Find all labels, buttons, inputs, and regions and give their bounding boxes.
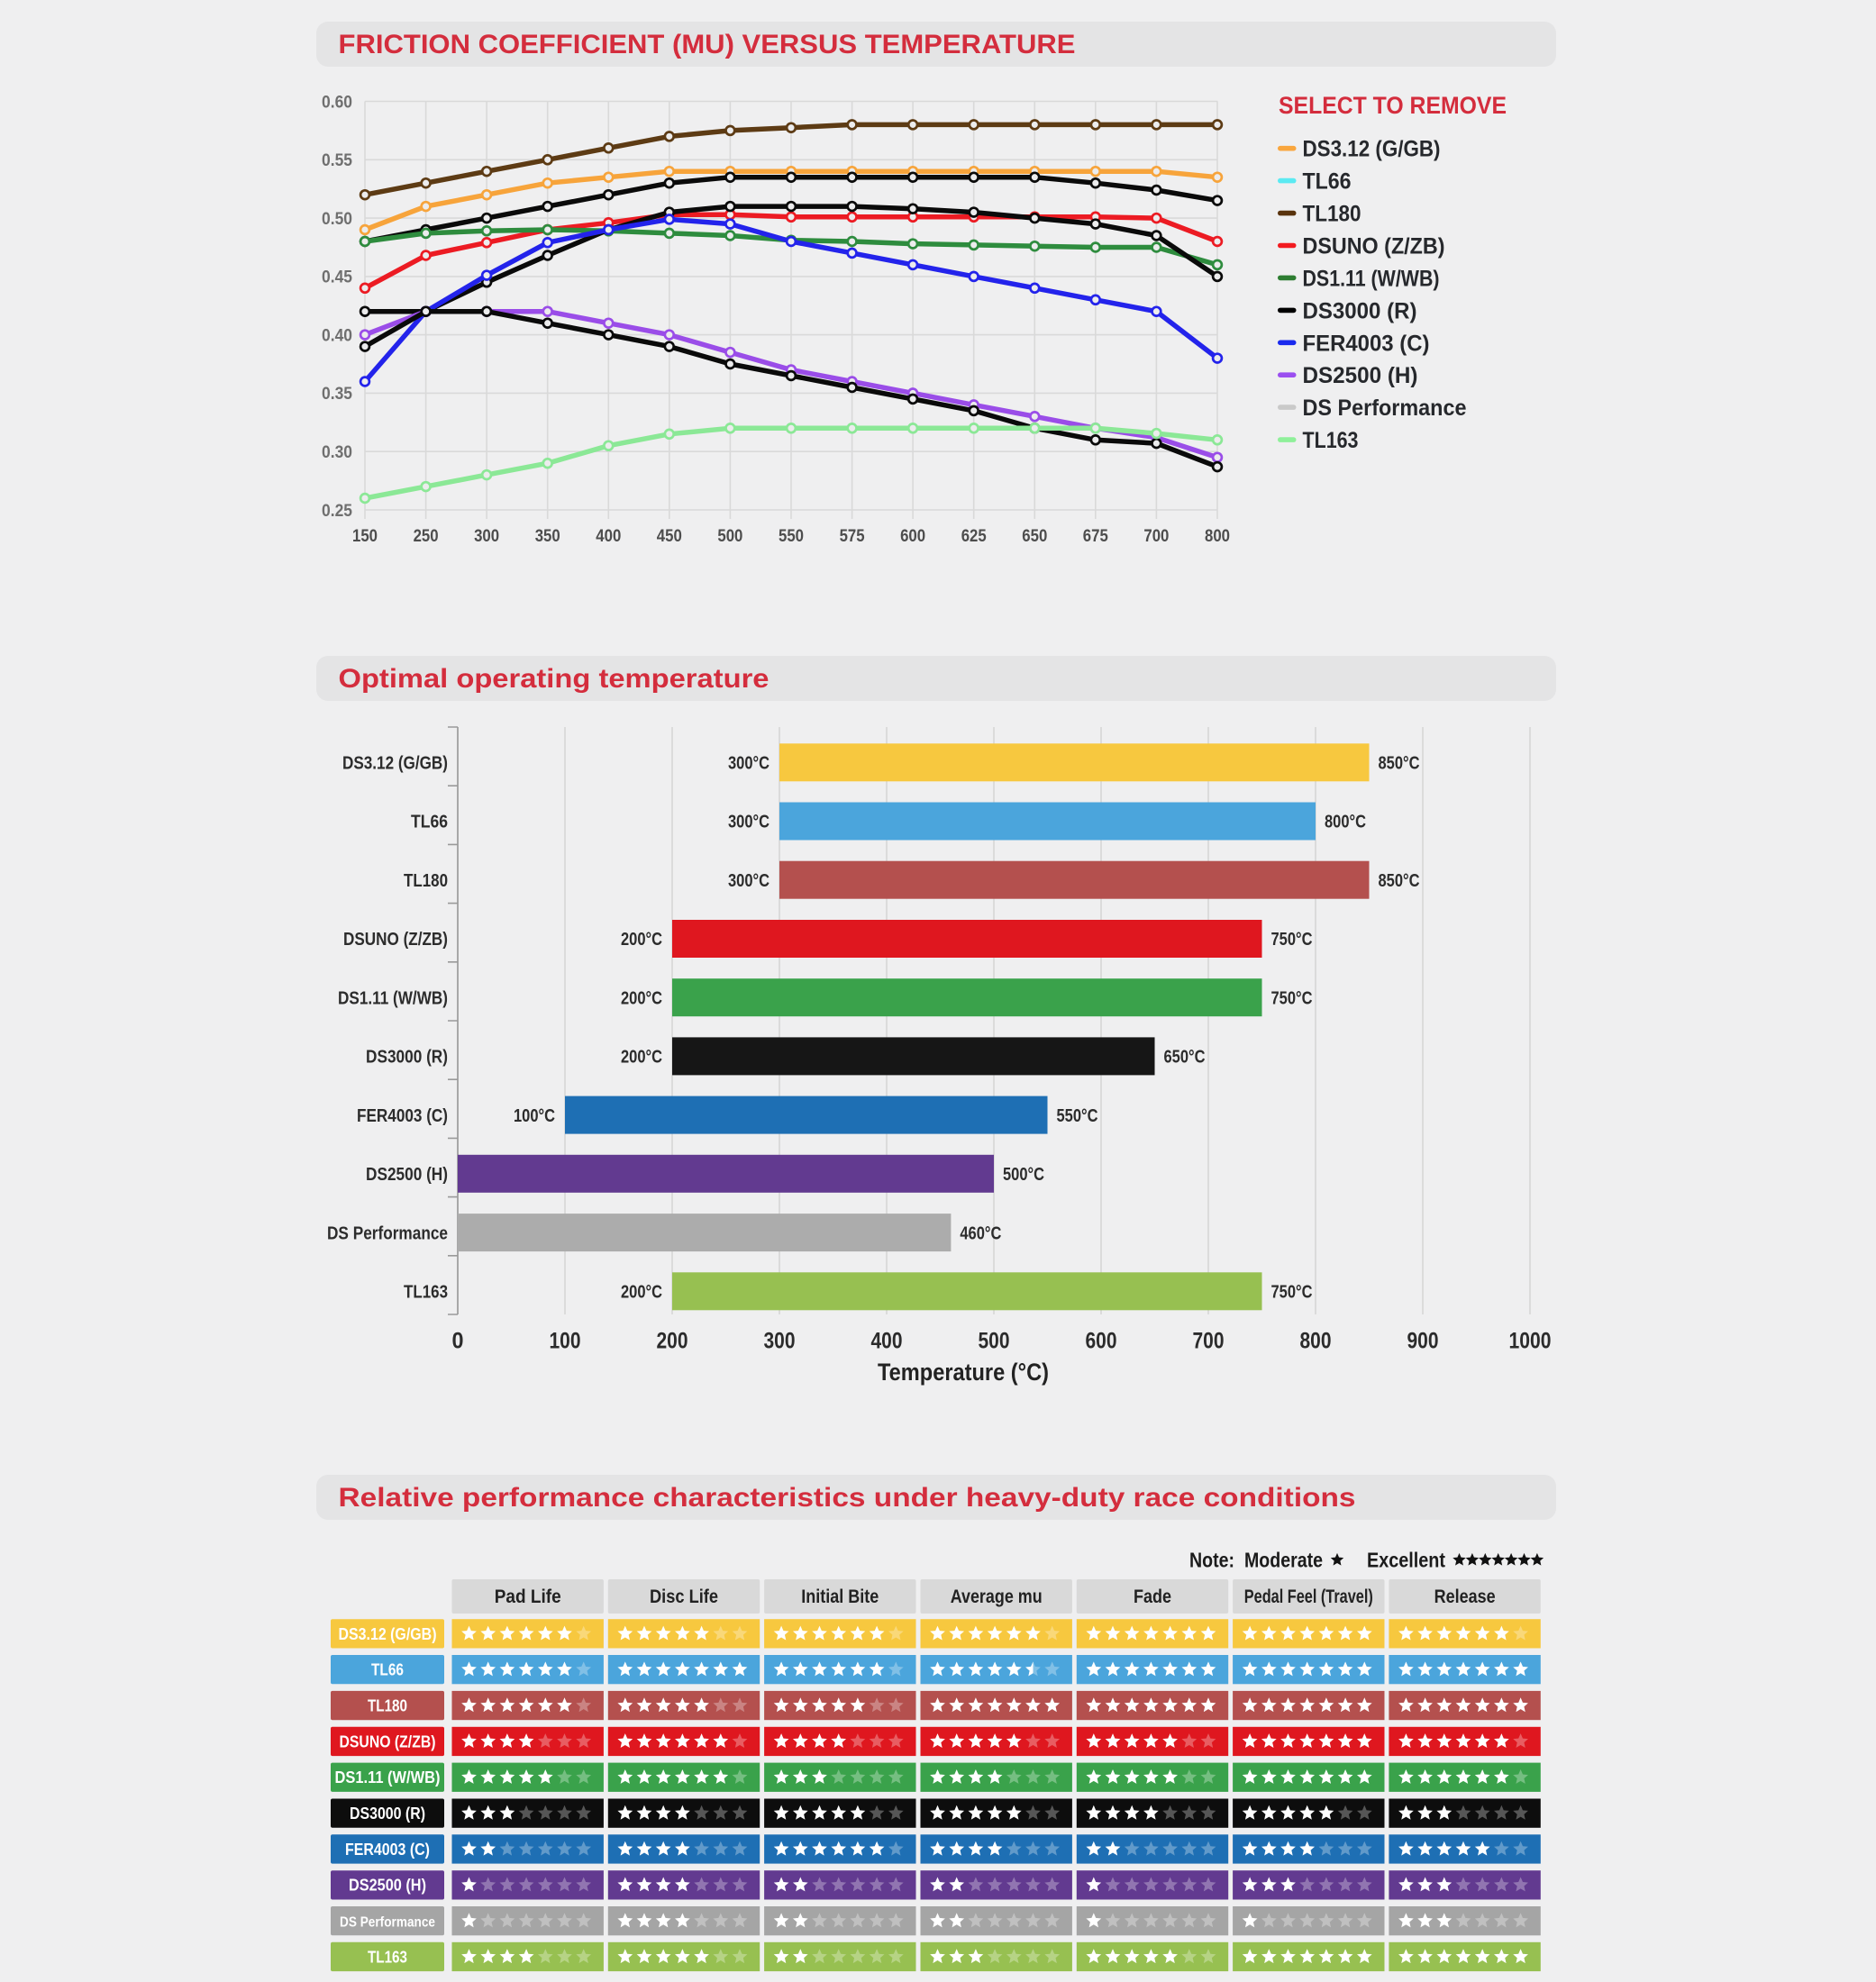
svg-text:100°C: 100°C xyxy=(514,1106,555,1126)
svg-text:TL66: TL66 xyxy=(371,1661,404,1679)
svg-text:Fade: Fade xyxy=(1134,1587,1171,1607)
svg-text:FER4003 (C): FER4003 (C) xyxy=(1303,331,1430,356)
svg-text:0.35: 0.35 xyxy=(322,385,352,404)
svg-text:Disc Life: Disc Life xyxy=(650,1587,718,1607)
svg-text:0.50: 0.50 xyxy=(322,210,352,229)
svg-text:TL163: TL163 xyxy=(368,1948,407,1966)
svg-text:750°C: 750°C xyxy=(1271,988,1313,1008)
svg-text:Excellent: Excellent xyxy=(1367,1549,1445,1572)
svg-text:800: 800 xyxy=(1205,527,1230,546)
svg-text:Average mu: Average mu xyxy=(951,1587,1043,1607)
svg-text:850°C: 850°C xyxy=(1379,754,1420,774)
svg-text:1000: 1000 xyxy=(1509,1329,1552,1354)
svg-text:0.60: 0.60 xyxy=(322,93,352,112)
svg-text:650°C: 650°C xyxy=(1164,1048,1206,1068)
svg-text:600: 600 xyxy=(900,527,925,546)
svg-text:Relative performance character: Relative performance characteristics und… xyxy=(339,1483,1356,1513)
svg-text:TL163: TL163 xyxy=(1303,428,1359,453)
svg-text:FRICTION COEFFICIENT (MU) VERS: FRICTION COEFFICIENT (MU) VERSUS TEMPERA… xyxy=(339,30,1076,59)
svg-text:200°C: 200°C xyxy=(621,1048,662,1068)
svg-text:DS3.12 (G/GB): DS3.12 (G/GB) xyxy=(339,1625,437,1643)
svg-text:400: 400 xyxy=(596,527,621,546)
svg-text:DS1.11 (W/WB): DS1.11 (W/WB) xyxy=(335,1768,441,1787)
svg-text:DS Performance: DS Performance xyxy=(340,1915,435,1931)
svg-text:DS3000 (R): DS3000 (R) xyxy=(1303,298,1417,323)
svg-text:Pedal Feel (Travel): Pedal Feel (Travel) xyxy=(1244,1587,1373,1607)
svg-text:900: 900 xyxy=(1407,1329,1439,1354)
svg-text:675: 675 xyxy=(1083,527,1108,546)
svg-text:Pad Life: Pad Life xyxy=(495,1587,561,1607)
svg-text:800°C: 800°C xyxy=(1325,813,1366,832)
svg-text:FER4003 (C): FER4003 (C) xyxy=(357,1106,448,1126)
svg-text:DS1.11 (W/WB): DS1.11 (W/WB) xyxy=(338,988,448,1008)
svg-text:FER4003 (C): FER4003 (C) xyxy=(345,1841,430,1859)
svg-text:DS3000 (R): DS3000 (R) xyxy=(366,1048,448,1068)
svg-text:TL180: TL180 xyxy=(404,871,448,891)
svg-text:DS Performance: DS Performance xyxy=(327,1223,448,1243)
svg-text:DS3.12 (G/GB): DS3.12 (G/GB) xyxy=(1303,137,1441,162)
svg-text:500: 500 xyxy=(717,527,742,546)
svg-text:200: 200 xyxy=(657,1329,688,1354)
svg-text:Note:: Note: xyxy=(1189,1549,1234,1572)
svg-text:100: 100 xyxy=(550,1329,581,1354)
svg-text:300: 300 xyxy=(764,1329,796,1354)
svg-text:750°C: 750°C xyxy=(1271,1283,1313,1303)
svg-text:300°C: 300°C xyxy=(728,871,770,891)
svg-text:DS3.12 (G/GB): DS3.12 (G/GB) xyxy=(342,754,448,774)
svg-text:750°C: 750°C xyxy=(1271,930,1313,950)
svg-text:200°C: 200°C xyxy=(621,1283,662,1303)
svg-text:Optimal operating temperature: Optimal operating temperature xyxy=(339,664,770,694)
svg-text:TL66: TL66 xyxy=(1303,169,1352,195)
svg-text:450: 450 xyxy=(657,527,682,546)
svg-text:0.25: 0.25 xyxy=(322,502,352,521)
svg-text:200°C: 200°C xyxy=(621,988,662,1008)
svg-text:500°C: 500°C xyxy=(1003,1165,1044,1185)
svg-text:TL163: TL163 xyxy=(404,1283,448,1303)
svg-text:800: 800 xyxy=(1300,1329,1332,1354)
svg-text:850°C: 850°C xyxy=(1379,871,1420,891)
svg-text:0.40: 0.40 xyxy=(322,326,352,345)
svg-text:300°C: 300°C xyxy=(728,813,770,832)
svg-text:650: 650 xyxy=(1022,527,1047,546)
svg-text:DS1.11 (W/WB): DS1.11 (W/WB) xyxy=(1303,266,1440,291)
svg-text:250: 250 xyxy=(414,527,439,546)
svg-text:DSUNO (Z/ZB): DSUNO (Z/ZB) xyxy=(343,930,448,950)
svg-text:460°C: 460°C xyxy=(960,1223,1001,1243)
svg-text:600: 600 xyxy=(1086,1329,1117,1354)
svg-text:300°C: 300°C xyxy=(728,754,770,774)
svg-text:Moderate: Moderate xyxy=(1244,1549,1323,1572)
svg-text:0.45: 0.45 xyxy=(322,268,352,287)
svg-text:TL180: TL180 xyxy=(368,1697,407,1715)
svg-text:350: 350 xyxy=(535,527,560,546)
svg-text:TL180: TL180 xyxy=(1303,202,1361,227)
svg-text:300: 300 xyxy=(474,527,499,546)
svg-text:700: 700 xyxy=(1143,527,1169,546)
svg-text:550: 550 xyxy=(779,527,804,546)
svg-text:150: 150 xyxy=(352,527,378,546)
svg-text:DS2500 (H): DS2500 (H) xyxy=(349,1877,426,1895)
svg-text:625: 625 xyxy=(961,527,987,546)
svg-text:Release: Release xyxy=(1434,1587,1496,1607)
svg-text:0: 0 xyxy=(452,1329,464,1354)
svg-text:Initial Bite: Initial Bite xyxy=(801,1587,879,1607)
svg-text:TL66: TL66 xyxy=(411,813,448,832)
svg-text:0.55: 0.55 xyxy=(322,151,352,170)
svg-text:DS Performance: DS Performance xyxy=(1303,395,1467,421)
svg-text:500: 500 xyxy=(979,1329,1010,1354)
svg-text:DSUNO (Z/ZB): DSUNO (Z/ZB) xyxy=(1303,234,1445,259)
svg-text:550°C: 550°C xyxy=(1057,1106,1098,1126)
svg-text:0.30: 0.30 xyxy=(322,443,352,462)
svg-text:DS2500 (H): DS2500 (H) xyxy=(366,1165,448,1185)
svg-text:DSUNO (Z/ZB): DSUNO (Z/ZB) xyxy=(340,1732,436,1750)
svg-text:SELECT TO REMOVE: SELECT TO REMOVE xyxy=(1279,92,1507,119)
svg-text:400: 400 xyxy=(871,1329,903,1354)
svg-text:Temperature (°C): Temperature (°C) xyxy=(878,1359,1049,1386)
svg-text:700: 700 xyxy=(1193,1329,1225,1354)
svg-text:200°C: 200°C xyxy=(621,930,662,950)
svg-text:575: 575 xyxy=(840,527,865,546)
svg-text:DS3000 (R): DS3000 (R) xyxy=(350,1805,425,1823)
svg-text:DS2500 (H): DS2500 (H) xyxy=(1303,363,1418,388)
